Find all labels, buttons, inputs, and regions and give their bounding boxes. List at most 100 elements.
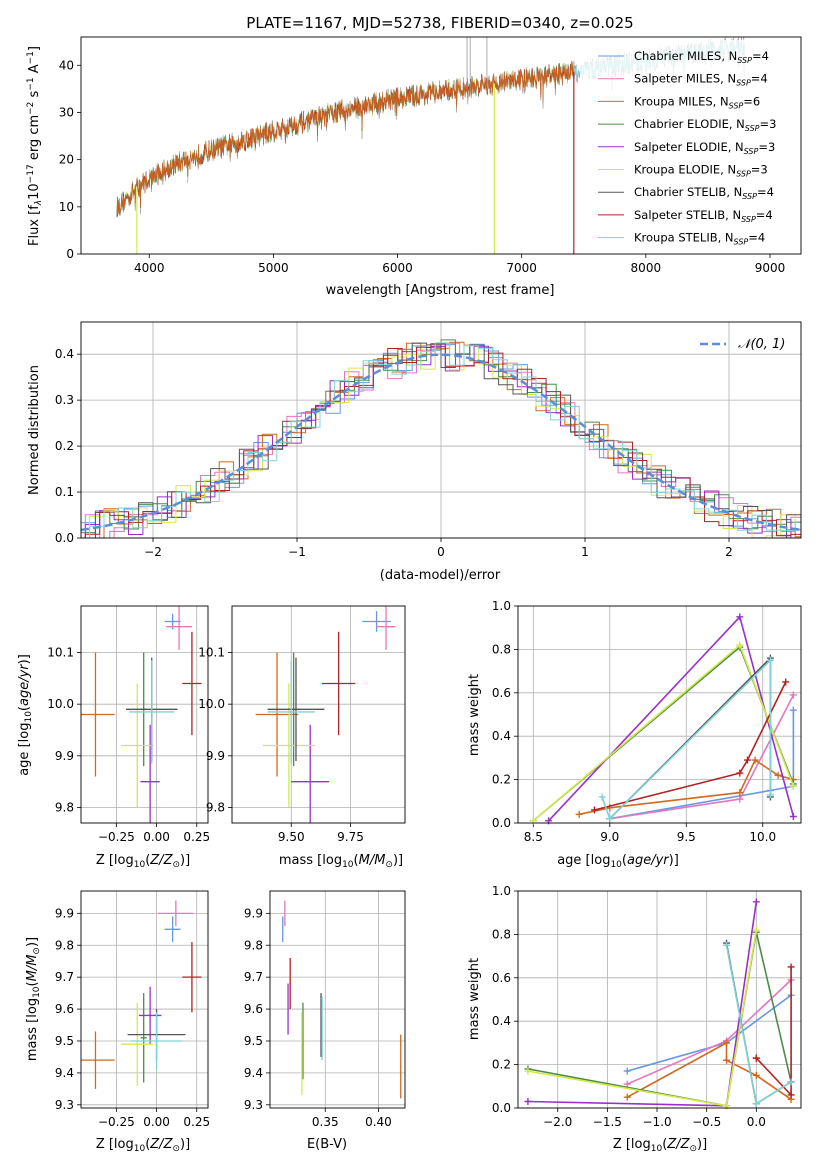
x-tick-label: 0 [437,545,445,559]
x-tick-label: −2 [144,545,162,559]
y-tick-label: 0.4 [492,729,511,743]
weight-marker [736,641,744,649]
y-tick-label: 0.0 [492,816,511,830]
mass-vs-reddening-xlabel: E(B-V) [307,1137,347,1152]
histograms [81,339,801,538]
weight-marker [736,795,744,803]
error-bars [81,900,202,1089]
x-tick-label: 0.35 [312,1115,339,1129]
x-tick-label: 9000 [755,261,786,275]
y-tick-label: 10 [59,200,74,214]
weight-marker [623,1080,631,1088]
weight-lines [524,898,795,1110]
weight-line [609,710,795,820]
y-tick-label: 9.9 [206,749,225,763]
residual-ylabel: Normed distribution [27,365,42,495]
weight-vs-metallicity-panel: −2.0 −1.5 −1.0 −0.5 0.0 0.0 0.2 0.4 0.6 0.8 1.0 [492,884,802,1129]
weight-marker [766,791,774,799]
y-tick-label: 0.4 [492,1014,511,1028]
x-tick-label: 6000 [382,261,413,275]
weight-marker [752,1071,760,1079]
weight-marker [598,793,606,801]
y-tick-label: 10.1 [198,646,225,660]
y-tick-label: 10.0 [198,697,225,711]
y-tick-label: 0.8 [492,927,511,941]
x-tick-label: 0.25 [183,1115,210,1129]
spectrum-title: PLATE=1167, MJD=52738, FIBERID=0340, z=0… [246,14,633,32]
x-tick-label: 0.00 [143,1115,170,1129]
y-tick-label: 9.8 [206,801,225,815]
x-tick-label: 8.5 [524,830,543,844]
residual-panel: −2 −1 0 1 2 0.0 0.1 0.2 0.3 0.4 𝒩(0, 1) [55,321,802,559]
x-tick-label: 0.0 [747,1115,766,1129]
weight-marker [736,769,744,777]
spectrum-xlabel: wavelength [Angstrom, rest frame] [326,283,555,298]
y-tick-label: 0.6 [492,686,511,700]
legend-label: Kroupa ELODIE, NSSP=3 [634,163,768,179]
x-tick-label: −0.25 [98,830,135,844]
y-tick-label: 9.5 [244,1034,263,1048]
weight-marker [590,806,598,814]
weight-marker [575,810,583,818]
x-tick-label: −1.5 [593,1115,622,1129]
weight-marker [623,1093,631,1101]
weight-marker [787,963,795,971]
mass-vs-reddening-panel: 0.35 0.40 9.3 9.4 9.5 9.6 9.7 9.8 9.9 [244,890,406,1129]
y-tick-label: 1.0 [492,599,511,613]
normal-distribution-curve [81,353,801,532]
spectrum-panel: 4000 5000 6000 7000 8000 9000 0 10 20 30 40 Chabrie… [59,36,802,275]
weight-marker [774,771,782,779]
legend-label: Salpeter MILES, NSSP=4 [634,72,768,88]
y-tick-label: 0.3 [55,393,74,407]
weight-line [594,681,787,811]
axes-frame [80,605,209,824]
x-tick-label: 0.00 [143,830,170,844]
y-tick-label: 0.8 [492,642,511,656]
y-tick-label: 9.9 [244,906,263,920]
weight-marker [752,1054,760,1062]
axes-frame [231,605,406,824]
weight-vs-age-panel: 8.5 9.0 9.5 10.0 0.0 0.2 0.4 0.6 0.8 1.0 [492,599,802,844]
axes-frame [517,890,802,1109]
legend-label: Chabrier MILES, NSSP=4 [634,49,769,65]
legend-label: Salpeter ELODIE, NSSP=3 [634,140,775,156]
x-tick-label: 8000 [631,261,662,275]
y-tick-label: 0.0 [55,531,74,545]
weight-marker [723,941,731,949]
y-tick-label: 0.6 [492,971,511,985]
weight-marker [524,1097,532,1105]
legend-label: Salpeter STELIB, NSSP=4 [634,208,773,224]
y-tick-label: 9.4 [55,1066,74,1080]
error-bars [282,900,402,1099]
age-vs-mass-xlabel: mass [log10(M/M⊙)] [279,853,403,870]
weight-marker [751,756,759,764]
weight-marker [789,706,797,714]
x-tick-label: −2.0 [543,1115,572,1129]
weight-lines [529,613,797,825]
y-tick-label: 20 [59,153,74,167]
legend-label: Chabrier STELIB, NSSP=4 [634,185,774,201]
legend-label: Chabrier ELODIE, NSSP=3 [634,117,776,133]
age-vs-metallicity-panel: −0.25 0.00 0.25 9.8 9.9 10.0 10.1 [47,605,210,844]
x-tick-label: 5000 [258,261,289,275]
x-tick-label: −0.25 [98,1115,135,1129]
y-tick-label: 9.8 [55,938,74,952]
weight-marker [787,1091,795,1099]
x-tick-label: −1 [288,545,306,559]
y-tick-label: 9.8 [55,801,74,815]
weight-line [601,658,772,821]
y-tick-label: 0.0 [492,1101,511,1115]
weight-marker [789,691,797,699]
age-vs-metallicity-ylabel: age [log10(age/yr)] [17,654,34,776]
x-tick-label: −1.0 [642,1115,671,1129]
weight-marker [743,756,751,764]
weight-marker [787,1078,795,1086]
y-tick-label: 0.1 [55,485,74,499]
residual-histogram [81,342,801,538]
x-tick-label: 4000 [134,261,165,275]
weight-marker [623,1067,631,1075]
weight-marker [752,926,760,934]
legend: Chabrier MILES, NSSP=4 Salpeter MILES, NS… [580,40,798,250]
x-tick-label: 2 [725,545,733,559]
